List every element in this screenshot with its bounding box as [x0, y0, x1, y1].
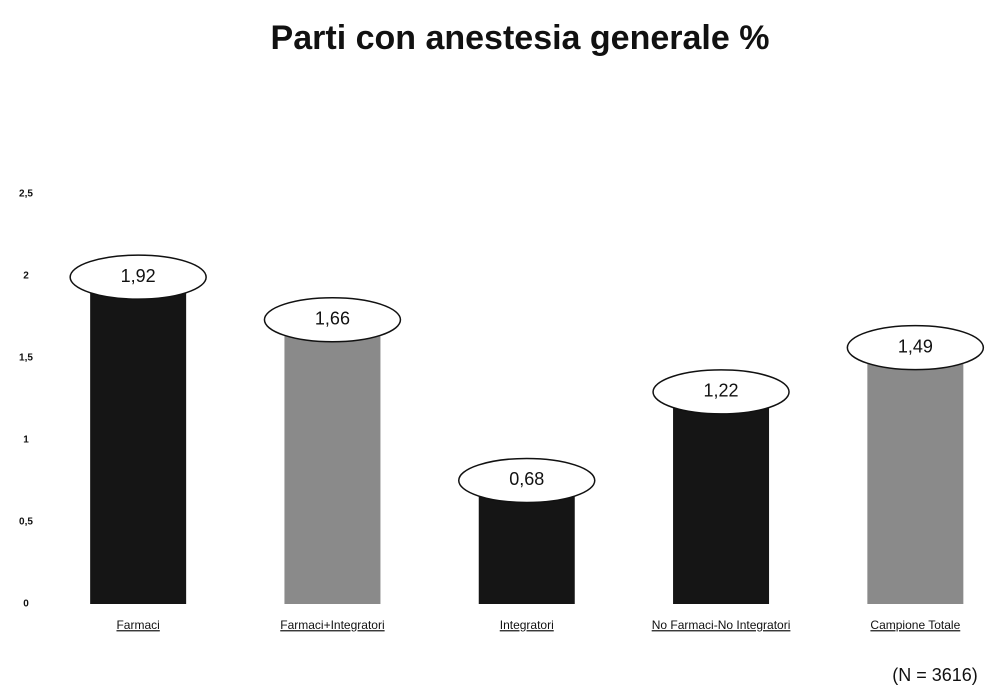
y-tick-label: 0 — [23, 599, 29, 610]
label-ellipse — [846, 324, 985, 371]
bar — [478, 492, 575, 604]
x-tick-label: Farmaci — [116, 618, 159, 632]
y-tick-label: 1 — [23, 435, 29, 446]
value-label: 1,49 — [898, 336, 933, 356]
y-tick-label: 2,5 — [19, 189, 33, 200]
y-tick-label: 0,5 — [19, 517, 33, 528]
x-tick-label: Campione Totale — [870, 618, 960, 632]
bar — [284, 331, 381, 604]
value-label: 1,92 — [121, 266, 156, 286]
bar — [673, 403, 770, 604]
label-ellipse — [458, 457, 596, 504]
x-tick-label: Farmaci+Integratori — [280, 618, 384, 632]
label-ellipse — [652, 369, 790, 415]
value-label: 1,22 — [704, 381, 739, 401]
chart-title: Parti con anestesia generale % — [271, 19, 770, 57]
x-tick-label: Integratori — [500, 618, 554, 632]
label-ellipse — [263, 297, 402, 343]
y-tick-label: 2 — [23, 271, 29, 282]
x-tick-label: No Farmaci-No Integratori — [652, 618, 791, 632]
label-ellipse — [69, 254, 207, 300]
y-tick-label: 1,5 — [19, 353, 33, 364]
bar — [90, 289, 187, 604]
value-label: 0,68 — [509, 469, 544, 489]
bar — [867, 359, 964, 604]
note: (N = 3616) — [892, 665, 978, 685]
value-label: 1,66 — [315, 309, 350, 329]
